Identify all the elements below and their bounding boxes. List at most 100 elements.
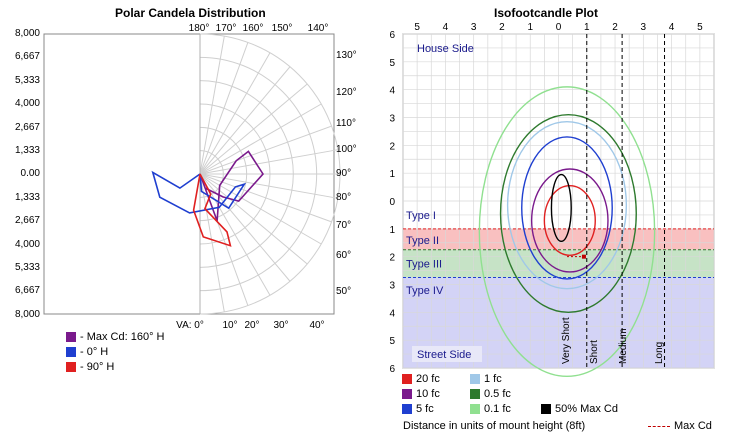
legend-label: 10 fc	[416, 388, 440, 400]
iso-x-tick: 5	[697, 22, 703, 33]
iso-type-label: Type IV	[406, 285, 444, 297]
legend-0h: - 0° H	[66, 346, 108, 358]
polar-radial-tick: 4,000	[14, 98, 40, 110]
polar-grid-spoke	[199, 173, 338, 199]
polar-angle-label: 150°	[272, 23, 293, 34]
street-side-bg	[412, 346, 482, 362]
polar-radial-tick: 6,667	[14, 285, 40, 297]
polar-grid-spoke	[199, 173, 291, 282]
legend-swatch	[470, 404, 480, 414]
polar-angle-label: VA: 0°	[176, 320, 204, 331]
polar-angle-label: 140°	[308, 23, 329, 34]
iso-legend-item: 0.1 fc	[470, 403, 511, 415]
polar-grid-spoke	[199, 149, 338, 175]
legend-swatch	[402, 374, 412, 384]
polar-angle-label: 130°	[336, 50, 357, 61]
iso-y-tick: 3	[389, 281, 395, 292]
isofootcandle-chart: Very Short Short Medium Long Type I Type II Ty…	[389, 22, 715, 378]
iso-contour	[543, 184, 596, 256]
legend-max-cd: - Max Cd: 160° H	[66, 331, 164, 343]
polar-angle-label: 120°	[336, 87, 357, 98]
iso-x-tick: 4	[443, 22, 449, 33]
polar-angle-label: 60°	[336, 250, 351, 261]
polar-angle-label: 170°	[216, 23, 237, 34]
iso-divider-label: Short	[589, 340, 600, 364]
iso-y-tick: 5	[389, 336, 395, 347]
polar-angle-label: 80°	[336, 192, 351, 203]
legend-swatch	[66, 362, 76, 372]
legend-label: - 90° H	[80, 361, 115, 373]
iso-contour	[478, 86, 656, 378]
iso-legend-item: 5 fc	[402, 403, 434, 415]
iso-x-tick: 3	[471, 22, 477, 33]
polar-angle-label: 110°	[336, 118, 356, 129]
iso-legend-item: 50% Max Cd	[541, 403, 618, 415]
iso-y-tick: 6	[389, 30, 395, 41]
iso-type-label: Type I	[406, 210, 436, 222]
iso-contour	[499, 114, 637, 314]
legend-label: - 0° H	[80, 346, 109, 358]
iso-x-tick: 2	[612, 22, 618, 33]
house-side-label: House Side	[417, 43, 474, 55]
legend-90h: - 90° H	[66, 361, 114, 373]
iso-legend-item: 10 fc	[402, 388, 440, 400]
iso-y-tick: 6	[389, 364, 395, 375]
polar-angle-label: 90°	[336, 168, 351, 179]
polar-series-1	[151, 170, 247, 214]
polar-series-0	[199, 150, 265, 222]
legend-label: 1 fc	[484, 373, 502, 385]
iso-type-label: Type III	[406, 259, 442, 271]
iso-y-tick: 4	[389, 308, 395, 319]
iso-x-tick: 1	[527, 22, 533, 33]
iso-xlabel: Distance in units of mount height (8ft)	[403, 420, 586, 432]
polar-angle-label: 160°	[243, 23, 264, 34]
iso-x-tick: 2	[499, 22, 505, 33]
iso-y-tick: 5	[389, 58, 395, 69]
legend-label: 50% Max Cd	[555, 403, 618, 415]
polar-angle-label: 70°	[336, 220, 351, 231]
iso-legend-item: 20 fc	[402, 373, 440, 385]
polar-grid-spoke	[199, 103, 322, 175]
polar-radial-tick: 5,333	[14, 74, 40, 86]
legend-label: Max Cd	[674, 420, 712, 432]
iso-y-tick: 2	[389, 253, 395, 264]
iso-x-tick: 1	[584, 22, 590, 33]
legend-label: - Max Cd: 160° H	[80, 331, 165, 343]
iso-x-tick: 3	[641, 22, 647, 33]
polar-radial-tick: 8,000	[14, 308, 40, 320]
iso-y-tick: 1	[389, 225, 395, 236]
polar-grid-spoke	[199, 66, 291, 175]
polar-grid-spoke	[199, 173, 308, 265]
polar-grid-spoke	[199, 173, 271, 296]
legend-label: 0.1 fc	[484, 403, 511, 415]
iso-x-tick: 0	[556, 22, 562, 33]
iso-chart-title: Isofootcandle Plot	[494, 6, 599, 20]
polar-angle-label: 20°	[244, 320, 259, 331]
iso-y-tick: 2	[389, 141, 395, 152]
iso-contour	[521, 136, 613, 280]
iso-y-tick: 3	[389, 114, 395, 125]
iso-x-tick: 4	[669, 22, 675, 33]
iso-y-tick: 1	[389, 169, 395, 180]
polar-grid-spoke	[199, 52, 271, 175]
iso-y-tick: 0	[389, 197, 395, 208]
polar-radial-tick: 2,667	[14, 121, 40, 133]
polar-angle-label: 10°	[222, 320, 237, 331]
polar-radial-tick: 8,000	[14, 28, 40, 39]
polar-angle-label: 50°	[336, 286, 351, 297]
legend-max-cd-marker: Max Cd	[648, 420, 712, 432]
street-side-label: Street Side	[417, 349, 471, 361]
iso-type-label: Type II	[406, 235, 439, 247]
iso-divider-label: Very Short	[561, 317, 572, 364]
polar-radial-tick: 0.00	[20, 168, 40, 180]
iso-y-tick: 4	[389, 86, 395, 97]
iso-divider-label: Medium	[618, 328, 629, 364]
polar-grid-spoke	[199, 125, 332, 175]
iso-contour	[550, 173, 572, 243]
iso-divider-label: Long	[654, 342, 665, 364]
polar-grid-spoke	[199, 42, 249, 175]
legend-swatch	[66, 332, 76, 342]
polar-chart: 180° 170° 160° 150° 140° 130° 120° 110° 100° 90° 8…	[43, 23, 357, 331]
legend-swatch	[402, 404, 412, 414]
polar-radial-tick: 6,667	[14, 51, 40, 63]
